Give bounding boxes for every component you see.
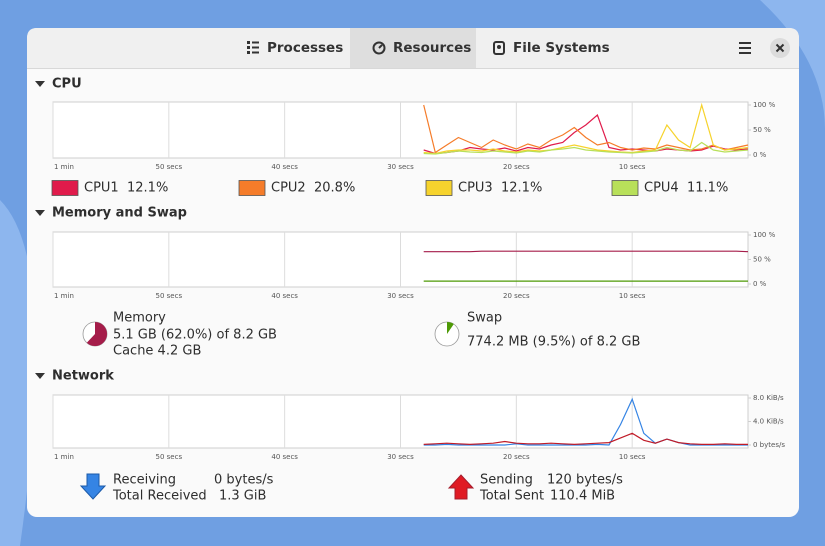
rate-value: 120 bytes/s [547,473,623,488]
x-tick-label: 10 secs [619,453,646,461]
usage-detail: Cache 4.2 GB [113,344,201,359]
x-tick-label: 20 secs [503,163,530,171]
usage-detail: 5.1 GB (62.0%) of 8.2 GB [113,328,277,343]
legend-swatch[interactable] [51,180,79,196]
section-title[interactable]: CPU [52,77,82,92]
x-tick-label: 1 min [54,163,74,171]
series-line [423,113,749,155]
pie-slice [86,322,108,346]
x-tick-label: 1 min [54,292,74,300]
x-tick-label: 40 secs [271,453,298,461]
y-tick-label: 8.0 KiB/s [753,394,784,402]
processes-icon [247,41,259,54]
legend-swatch[interactable] [425,180,453,196]
series-line [423,432,748,446]
tab-label[interactable]: Resources [393,40,471,56]
legend-name: CPU3 [458,181,493,196]
expander[interactable] [35,81,45,87]
usage-name: Memory [113,311,166,326]
series-line [423,104,749,154]
x-tick-label: 10 secs [619,292,646,300]
legend-value: 12.1% [501,181,542,196]
series-line [423,141,749,155]
filesystems-icon [493,41,505,55]
y-tick-label: 50 % [753,256,771,264]
section-title[interactable]: Network [52,369,114,384]
x-tick-label: 20 secs [503,453,530,461]
series-line [423,250,749,253]
legend-swatch[interactable] [611,180,639,196]
y-tick-label: 0 % [753,151,767,159]
y-tick-label: 100 % [753,101,776,109]
legend-value: 20.8% [314,181,355,196]
series-line [423,102,749,155]
legend-name: CPU4 [644,181,679,196]
tab-label[interactable]: Processes [267,40,343,56]
x-tick-label: 40 secs [271,163,298,171]
legend-value: 11.1% [687,181,728,196]
legend-value: 12.1% [127,181,168,196]
legend-name: CPU2 [271,181,306,196]
section-title[interactable]: Memory and Swap [52,206,187,221]
usage-detail: 774.2 MB (9.5%) of 8.2 GB [467,335,640,350]
menu-button[interactable] [739,42,751,54]
receive-icon [79,473,107,500]
usage-name: Swap [467,311,502,326]
total-name: Total Received [112,489,207,504]
series-line [423,397,748,446]
x-tick-label: 50 secs [156,292,183,300]
rate-name: Receiving [113,473,176,488]
total-value: 1.3 GiB [219,489,266,504]
y-tick-label: 0 bytes/s [753,441,785,449]
x-tick-label: 30 secs [387,163,414,171]
x-tick-label: 30 secs [387,453,414,461]
total-name: Total Sent [479,489,544,504]
y-tick-label: 0 % [753,280,767,288]
x-tick-label: 40 secs [271,292,298,300]
tab-label[interactable]: File Systems [513,40,610,56]
x-tick-label: 50 secs [156,453,183,461]
wallpaper-shape [760,0,825,130]
y-tick-label: 100 % [753,231,776,239]
tab-active[interactable] [350,28,476,68]
pie-slice [447,322,454,334]
x-tick-label: 50 secs [156,163,183,171]
rate-name: Sending [480,473,533,488]
send-icon [447,474,475,500]
legend-swatch[interactable] [238,180,266,196]
x-tick-label: 20 secs [503,292,530,300]
expander[interactable] [35,210,45,216]
x-tick-label: 1 min [54,453,74,461]
y-tick-label: 4.0 KiB/s [753,418,784,426]
y-tick-label: 50 % [753,126,771,134]
legend-name: CPU1 [84,181,119,196]
expander[interactable] [35,373,45,379]
rate-value: 0 bytes/s [214,473,274,488]
close-button[interactable] [770,38,790,58]
total-value: 110.4 MiB [550,489,615,504]
x-tick-label: 10 secs [619,163,646,171]
resources-icon [372,41,386,55]
x-tick-label: 30 secs [387,292,414,300]
